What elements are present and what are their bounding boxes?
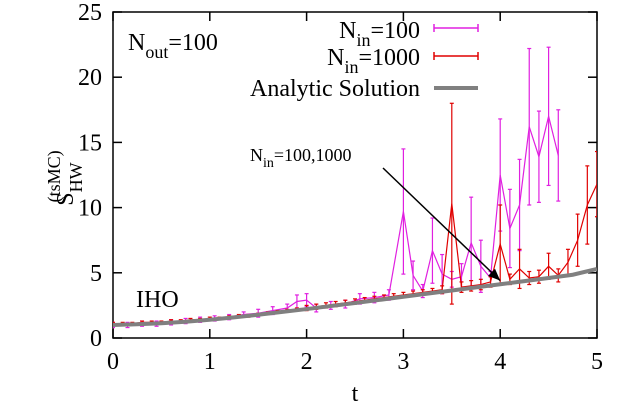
nout-value: =100	[168, 30, 218, 56]
annotation-arrow-head	[488, 268, 501, 281]
x-axis-label: t	[352, 381, 359, 407]
series-layer	[113, 46, 597, 329]
legend-label-nin1000: Nin=1000	[327, 45, 420, 77]
series-group	[113, 46, 597, 329]
arrow-label-value: =100,1000	[274, 145, 352, 165]
y-axis-label-sup: (tsMC)	[44, 150, 65, 202]
y-tick-label: 10	[78, 196, 102, 222]
x-tick-label: 5	[591, 349, 603, 375]
y-axis-label-main: S	[53, 192, 79, 205]
x-tick-label: 3	[397, 349, 409, 375]
legend: Nin=100 Nin=1000 Analytic Solution	[250, 18, 479, 102]
arrow-label-sub: in	[263, 156, 274, 171]
legend-label-nin100: Nin=100	[339, 18, 420, 50]
y-tick-label: 25	[78, 0, 102, 26]
nout-prefix: N	[128, 30, 145, 56]
series-line-analytic	[113, 266, 597, 327]
axis-ticks: 0 1 2 3 4 5 0 5 10 15 20 25	[78, 0, 603, 375]
y-axis-label-sub: HW	[66, 162, 86, 192]
y-tick-label: 15	[78, 130, 102, 156]
arrow-label-prefix: N	[250, 145, 263, 165]
annotation-arrow	[382, 167, 501, 282]
y-axis-label: SHW(tsMC)	[44, 150, 86, 205]
x-tick-label: 4	[494, 349, 506, 375]
nout-annotation: Nout=100	[128, 30, 218, 62]
x-tick-label: 0	[107, 349, 119, 375]
y-tick-label: 0	[90, 326, 102, 352]
legend-label-analytic: Analytic Solution	[250, 76, 420, 102]
arrow-annotation-label: Nin=100,1000	[250, 145, 352, 171]
iho-annotation: IHO	[136, 287, 179, 313]
nout-sub: out	[145, 42, 168, 62]
y-tick-label: 20	[78, 65, 102, 91]
x-tick-label: 2	[301, 349, 313, 375]
y-tick-label: 5	[90, 261, 102, 287]
x-tick-label: 1	[204, 349, 216, 375]
